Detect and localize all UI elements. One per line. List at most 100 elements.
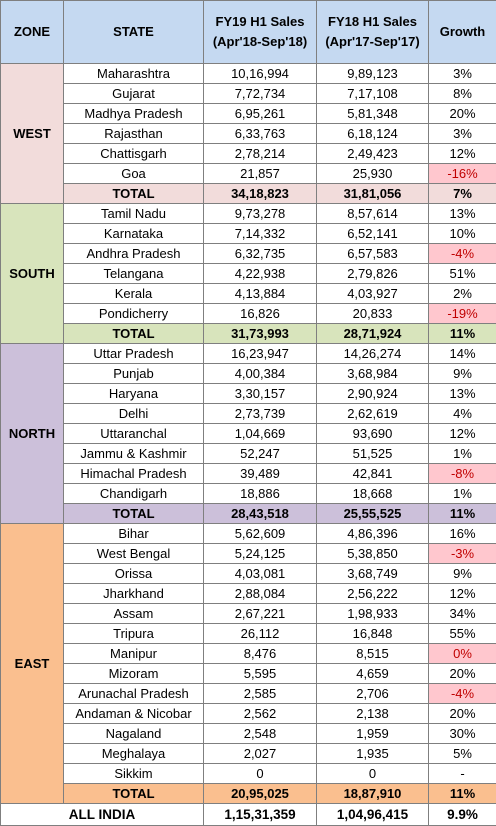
state-cell: Sikkim: [64, 764, 204, 784]
growth-cell: 13%: [429, 204, 496, 224]
fy18-sales-cell: 7,17,108: [317, 84, 429, 104]
fy18-sales-cell: 2,79,826: [317, 264, 429, 284]
fy18-sales-cell: 20,833: [317, 304, 429, 324]
growth-cell: 1%: [429, 484, 496, 504]
total-fy19-cell: 28,43,518: [204, 504, 317, 524]
fy19-header-line1: FY19 H1 Sales: [204, 12, 316, 32]
growth-cell: -8%: [429, 464, 496, 484]
total-fy18-cell: 31,81,056: [317, 184, 429, 204]
state-cell: Mizoram: [64, 664, 204, 684]
fy19-sales-cell: 5,62,609: [204, 524, 317, 544]
state-cell: Tamil Nadu: [64, 204, 204, 224]
zone-label: EAST: [1, 524, 64, 804]
state-cell: Pondicherry: [64, 304, 204, 324]
growth-cell: 34%: [429, 604, 496, 624]
growth-cell: -19%: [429, 304, 496, 324]
fy18-sales-cell: 4,86,396: [317, 524, 429, 544]
fy19-sales-cell: 9,73,278: [204, 204, 317, 224]
state-cell: Andhra Pradesh: [64, 244, 204, 264]
growth-cell: 30%: [429, 724, 496, 744]
fy19-sales-cell: 52,247: [204, 444, 317, 464]
state-cell: Uttaranchal: [64, 424, 204, 444]
fy18-sales-cell: 2,62,619: [317, 404, 429, 424]
fy18-sales-cell: 1,959: [317, 724, 429, 744]
fy18-sales-cell: 9,89,123: [317, 64, 429, 84]
fy19-sales-cell: 2,67,221: [204, 604, 317, 624]
fy19-sales-cell: 5,595: [204, 664, 317, 684]
fy18-sales-cell: 5,81,348: [317, 104, 429, 124]
total-growth-cell: 11%: [429, 504, 496, 524]
growth-cell: 14%: [429, 344, 496, 364]
fy19-sales-cell: 7,72,734: [204, 84, 317, 104]
fy19-sales-cell: 16,23,947: [204, 344, 317, 364]
fy19-sales-cell: 5,24,125: [204, 544, 317, 564]
fy19-header-line2: (Apr'18-Sep'18): [204, 32, 316, 52]
total-growth-cell: 7%: [429, 184, 496, 204]
zone-label: SOUTH: [1, 204, 64, 344]
fy19-sales-cell: 1,04,669: [204, 424, 317, 444]
all-india-fy18-cell: 1,04,96,415: [317, 804, 429, 826]
fy18-sales-cell: 2,706: [317, 684, 429, 704]
state-cell: Manipur: [64, 644, 204, 664]
zone-label: NORTH: [1, 344, 64, 524]
total-fy18-cell: 28,71,924: [317, 324, 429, 344]
fy19-sales-cell: 8,476: [204, 644, 317, 664]
growth-cell: 1%: [429, 444, 496, 464]
fy18-sales-cell: 25,930: [317, 164, 429, 184]
state-cell: Chandigarh: [64, 484, 204, 504]
growth-cell: 12%: [429, 144, 496, 164]
fy18-sales-cell: 51,525: [317, 444, 429, 464]
growth-cell: 3%: [429, 124, 496, 144]
total-label-cell: TOTAL: [64, 784, 204, 804]
total-fy19-cell: 34,18,823: [204, 184, 317, 204]
fy19-sales-cell: 2,562: [204, 704, 317, 724]
growth-cell: 9%: [429, 364, 496, 384]
fy19-sales-cell: 6,95,261: [204, 104, 317, 124]
growth-cell: 12%: [429, 424, 496, 444]
fy19-sales-cell: 4,22,938: [204, 264, 317, 284]
fy18-sales-cell: 8,57,614: [317, 204, 429, 224]
growth-cell: 0%: [429, 644, 496, 664]
fy18-sales-cell: 3,68,749: [317, 564, 429, 584]
fy18-header-line1: FY18 H1 Sales: [317, 12, 428, 32]
fy19-sales-cell: 26,112: [204, 624, 317, 644]
fy19-sales-cell: 4,13,884: [204, 284, 317, 304]
fy18-sales-cell: 6,52,141: [317, 224, 429, 244]
state-cell: Telangana: [64, 264, 204, 284]
state-cell: Assam: [64, 604, 204, 624]
fy18-sales-cell: 6,57,583: [317, 244, 429, 264]
fy18-sales-cell: 5,38,850: [317, 544, 429, 564]
fy18-sales-cell: 14,26,274: [317, 344, 429, 364]
fy19-sales-cell: 6,32,735: [204, 244, 317, 264]
fy19-sales-cell: 3,30,157: [204, 384, 317, 404]
growth-cell: 10%: [429, 224, 496, 244]
zone-label: WEST: [1, 64, 64, 204]
total-label-cell: TOTAL: [64, 504, 204, 524]
fy19-sales-cell: 2,027: [204, 744, 317, 764]
